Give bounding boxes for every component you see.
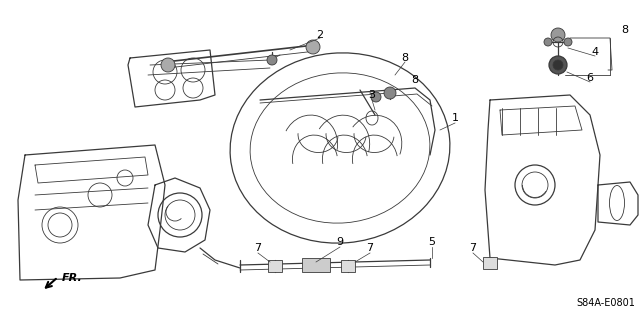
Text: 2: 2 [316,30,324,40]
Circle shape [553,60,563,70]
Text: 3: 3 [369,90,376,100]
Text: FR.: FR. [62,273,83,283]
Text: 8: 8 [412,75,419,85]
Text: 7: 7 [367,243,374,253]
Circle shape [549,56,567,74]
Text: 6: 6 [586,73,593,83]
Text: 1: 1 [451,113,458,123]
Circle shape [267,55,277,65]
Circle shape [384,87,396,99]
Text: 7: 7 [255,243,262,253]
Circle shape [551,28,565,42]
Circle shape [544,38,552,46]
Text: 9: 9 [337,237,344,247]
FancyBboxPatch shape [341,260,355,272]
FancyBboxPatch shape [268,260,282,272]
Text: 5: 5 [429,237,435,247]
Circle shape [371,92,381,102]
Circle shape [564,38,572,46]
Circle shape [161,58,175,72]
FancyBboxPatch shape [483,257,497,269]
Text: 8: 8 [621,25,628,35]
Text: 7: 7 [469,243,477,253]
FancyBboxPatch shape [302,258,330,272]
Text: 8: 8 [401,53,408,63]
Text: 4: 4 [591,47,598,57]
Circle shape [306,40,320,54]
Text: S84A-E0801: S84A-E0801 [576,298,635,308]
